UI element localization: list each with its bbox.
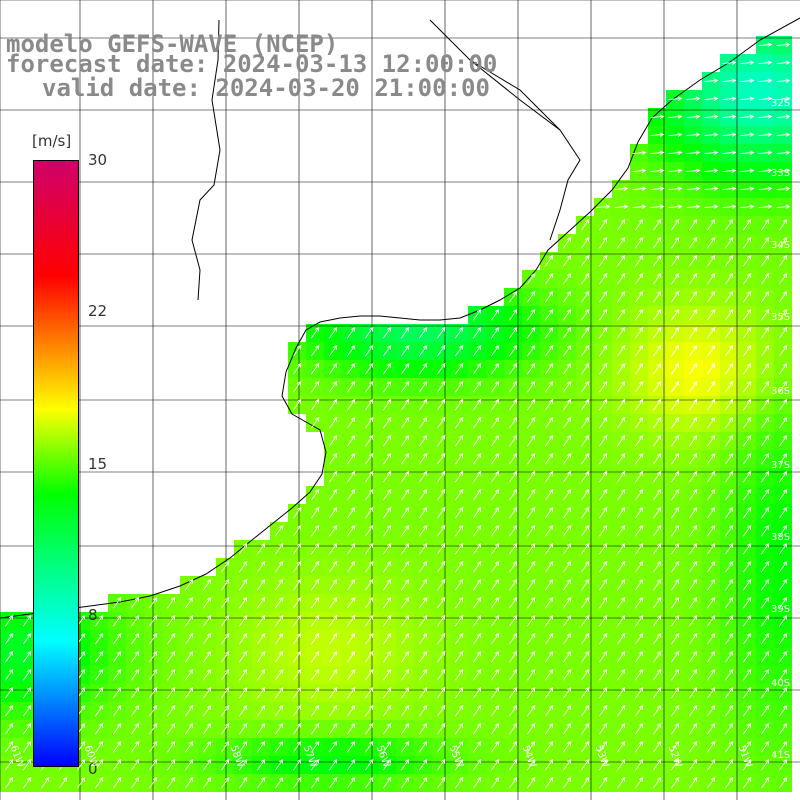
colorbar-unit: [m/s] — [32, 132, 72, 150]
land-border-line — [469, 59, 561, 131]
colorbar-tick-30: 30 — [88, 151, 108, 169]
model-title: modelo GEFS-WAVE (NCEP) — [6, 30, 339, 58]
colorbar-tick-8: 8 — [88, 606, 98, 624]
colorbar-tick-15: 15 — [88, 455, 108, 473]
lat-label-39s: 39S — [771, 604, 791, 615]
lat-label-33s: 33S — [771, 168, 791, 179]
lat-label-36s: 36S — [771, 386, 791, 397]
land-border-line — [429, 19, 581, 241]
colorbar-tick-22: 22 — [88, 302, 108, 320]
land-border-line — [191, 19, 221, 301]
lat-label-41s: 41S — [771, 750, 791, 761]
forecast-date: forecast date: 2024-03-13 12:00:00 — [6, 50, 498, 78]
lat-label-37s: 37S — [771, 460, 791, 471]
wind-speed-field — [0, 36, 792, 792]
colorbar — [33, 160, 79, 767]
lat-label-38s: 38S — [771, 532, 791, 543]
lat-label-35s: 35S — [771, 312, 791, 323]
colorbar-tick-0: 0 — [88, 760, 98, 778]
valid-date: valid date: 2024-03-20 21:00:00 — [42, 74, 490, 102]
coastline — [0, 17, 800, 619]
lat-label-40s: 40S — [771, 678, 791, 689]
lat-label-34s: 34S — [771, 240, 791, 251]
lat-label-32s: 32S — [771, 98, 791, 109]
